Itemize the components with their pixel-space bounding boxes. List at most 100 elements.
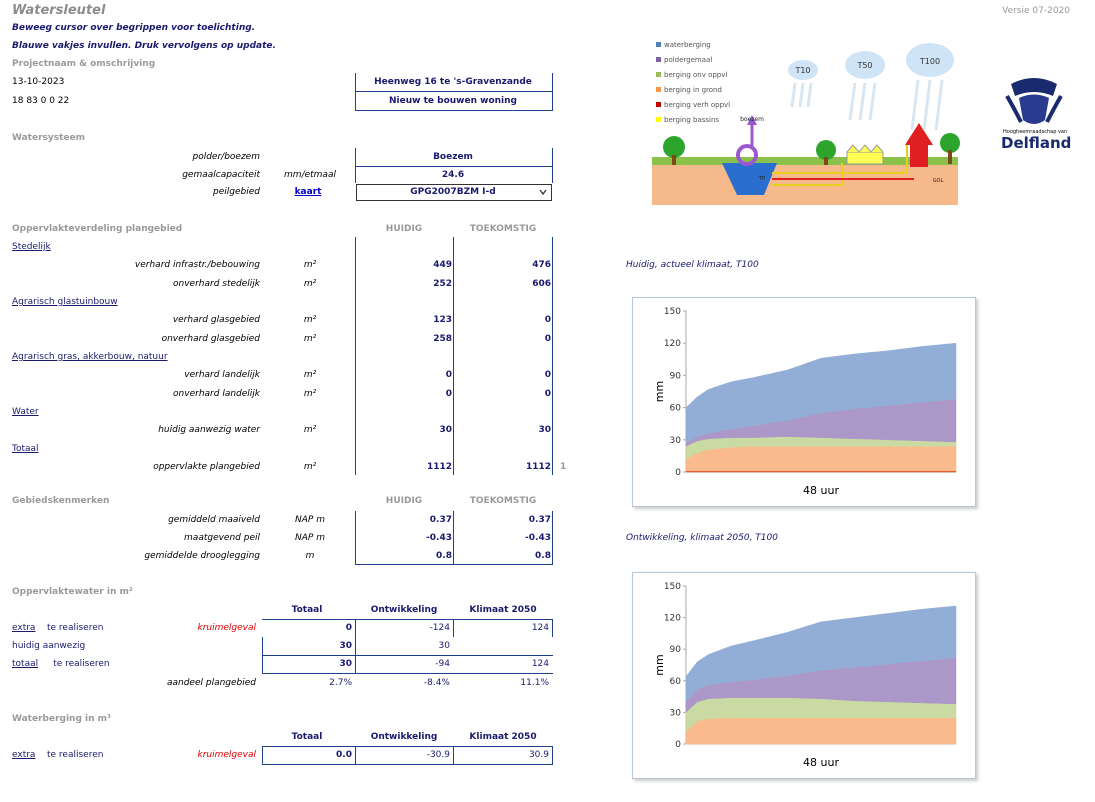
unit: m² — [303, 388, 317, 399]
logo-crest — [1005, 78, 1063, 124]
unit: NAP m — [295, 533, 325, 543]
cloud-label: T100 — [919, 57, 940, 66]
column-header: Totaal — [291, 605, 323, 615]
field-value: 258 — [433, 333, 452, 344]
y-tick-label: 120 — [664, 614, 681, 624]
legend-label: berging onv oppvl — [664, 71, 727, 79]
field-label: verhard glasgebied — [172, 315, 260, 325]
section-title: Oppervlaktewater in m² — [12, 587, 133, 597]
project-description: Nieuw te bouwen woning — [389, 96, 517, 106]
group-name: Water — [12, 407, 39, 417]
legend-label: waterberging — [664, 41, 711, 49]
group-name: Stedelijk — [12, 242, 51, 252]
unit: m² — [303, 260, 317, 270]
legend-label: berging in grond — [664, 86, 722, 94]
section-title: Projectnaam & omschrijving — [12, 59, 156, 69]
link[interactable]: totaal — [12, 659, 39, 669]
instruction: Blauwe vakjes invullen. Druk vervolgens … — [12, 41, 276, 51]
cell-border — [262, 619, 553, 620]
column-header: Totaal — [291, 732, 323, 742]
row-label: te realiseren — [53, 659, 110, 669]
cell-border — [453, 619, 454, 637]
field-label: peilgebied — [213, 187, 260, 197]
field-label: verhard landelijk — [184, 370, 260, 380]
cell-border — [355, 148, 356, 183]
cell-border — [552, 511, 553, 565]
app-title: Watersleutel — [12, 3, 106, 18]
cell-border — [552, 746, 553, 764]
area — [685, 717, 957, 745]
cell-value: 30 — [339, 659, 352, 669]
field-value: -0.43 — [426, 533, 452, 543]
cell-value: -94 — [435, 659, 450, 669]
row-label: te realiseren — [47, 750, 104, 760]
group-name: Totaal — [12, 443, 39, 454]
link[interactable]: extra — [12, 623, 36, 633]
section-title: Watersysteem — [12, 133, 85, 143]
x-axis-label: 48 uur — [803, 756, 839, 769]
y-axis-label: mm — [653, 381, 666, 402]
instruction: Beweeg cursor over begrippen voor toelic… — [12, 23, 256, 33]
y-tick-label: 0 — [675, 740, 681, 750]
diagram-label: TP — [758, 176, 765, 182]
cell-border — [552, 73, 553, 111]
cloud-label: T50 — [856, 61, 872, 70]
field-value: 30 — [538, 425, 551, 435]
unit: m — [305, 551, 315, 561]
cell-value: 0.0 — [336, 750, 352, 760]
cell-border — [262, 655, 553, 656]
link[interactable]: extra — [12, 750, 36, 760]
section-title: Oppervlakteverdeling plangebied — [12, 224, 183, 234]
cell-value: 30 — [438, 641, 450, 651]
dropdown[interactable] — [356, 184, 552, 201]
area — [685, 342, 957, 444]
cell-value: 2.7% — [329, 678, 352, 688]
field-label: gemaalcapaciteit — [182, 170, 260, 180]
cloud-label: T10 — [794, 66, 810, 75]
cell-border — [262, 746, 263, 764]
y-tick-label: 150 — [664, 307, 681, 317]
field-value: 1112 — [525, 461, 551, 472]
legend-swatch — [656, 42, 661, 47]
legend-label: berging verh oppvl — [664, 101, 730, 109]
field-value: 0 — [445, 370, 452, 380]
cell-border — [355, 619, 356, 673]
field-value: 0 — [544, 388, 551, 399]
legend-label: berging bassins — [664, 116, 719, 124]
group-name: Agrarisch gras, akkerbouw, natuur — [12, 352, 168, 362]
field-value: 0.8 — [436, 551, 452, 561]
cell-value: 124 — [531, 623, 549, 633]
field-label: polder/boezem — [192, 152, 261, 162]
field-value: 0 — [445, 388, 452, 399]
unit: m² — [303, 370, 317, 380]
logo-name: Delfland — [1001, 134, 1072, 152]
legend-swatch — [656, 57, 661, 62]
chart: 0 30 60 90 120 150 48 uur mm — [632, 572, 976, 779]
field-label: gemiddeld maaiveld — [168, 515, 260, 525]
cell-border — [552, 237, 553, 475]
cell-border — [355, 746, 356, 764]
cell-value: 30 — [339, 641, 352, 651]
legend-swatch — [656, 117, 661, 122]
row-label: huidig aanwezig — [12, 641, 86, 651]
column-header: Klimaat 2050 — [469, 732, 537, 742]
project-name: Heenweg 16 te 's-Gravenzande — [374, 77, 532, 87]
field-label: maatgevend peil — [184, 533, 260, 543]
chart: 0 30 60 90 120 150 48 uur mm — [632, 297, 976, 507]
field-value: 0 — [544, 370, 551, 380]
unit: m² — [303, 461, 317, 472]
section-title: Waterberging in m³ — [12, 714, 111, 724]
cell-border — [552, 619, 553, 637]
legend-label: poldergemaal — [664, 56, 712, 64]
field-label: oppervlakte plangebied — [153, 461, 260, 472]
y-tick-label: 60 — [670, 404, 682, 414]
column-header: HUIDIG — [385, 496, 423, 506]
cell-border — [453, 237, 454, 475]
diagram: waterberging poldergemaal berging onv oppv… — [652, 41, 960, 205]
link[interactable]: kaart — [294, 187, 322, 197]
field-value: 30 — [439, 425, 452, 435]
field-value: 0 — [544, 333, 551, 344]
field-value: 606 — [532, 278, 551, 289]
code: 18 83 0 0 22 — [12, 96, 70, 106]
field-value: Boezem — [433, 152, 473, 162]
